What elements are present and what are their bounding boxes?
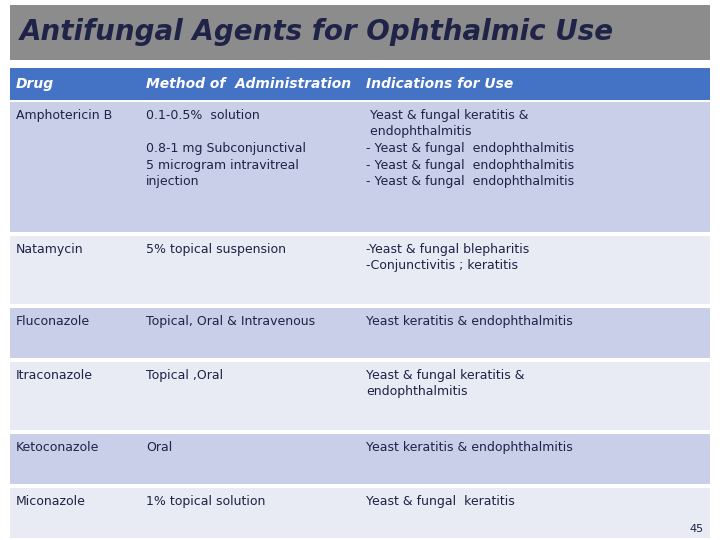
Bar	[360, 488, 710, 538]
Text: Ketoconazole: Ketoconazole	[16, 441, 99, 454]
Text: -Yeast & fungal blepharitis
-Conjunctivitis ; keratitis: -Yeast & fungal blepharitis -Conjunctivi…	[366, 243, 529, 273]
Text: Miconazole: Miconazole	[16, 495, 86, 508]
Text: Natamycin: Natamycin	[16, 243, 84, 256]
Bar	[360, 102, 710, 232]
Bar	[10, 488, 140, 538]
Text: 1% topical solution: 1% topical solution	[146, 495, 266, 508]
Text: Oral: Oral	[146, 441, 172, 454]
Text: 5% topical suspension: 5% topical suspension	[146, 243, 286, 256]
Bar	[10, 362, 140, 430]
Bar	[140, 308, 360, 358]
Text: Itraconazole: Itraconazole	[16, 369, 93, 382]
Text: Yeast & fungal keratitis &
 endophthalmitis
- Yeast & fungal  endophthalmitis
- : Yeast & fungal keratitis & endophthalmit…	[366, 109, 574, 188]
Bar	[10, 68, 140, 100]
Bar	[10, 60, 710, 68]
Bar	[140, 68, 360, 100]
Bar	[140, 102, 360, 232]
Bar	[360, 434, 710, 484]
Bar	[10, 5, 710, 60]
Bar	[360, 362, 710, 430]
Text: Drug: Drug	[16, 77, 54, 91]
Bar	[10, 434, 140, 484]
Text: Antifungal Agents for Ophthalmic Use: Antifungal Agents for Ophthalmic Use	[20, 18, 614, 46]
Text: 0.1-0.5%  solution

0.8-1 mg Subconjunctival
5 microgram intravitreal
injection: 0.1-0.5% solution 0.8-1 mg Subconjunctiv…	[146, 109, 306, 188]
Bar	[360, 308, 710, 358]
Bar	[10, 236, 140, 304]
Text: 45: 45	[690, 524, 704, 534]
Bar	[140, 434, 360, 484]
Text: Indications for Use: Indications for Use	[366, 77, 513, 91]
Bar	[360, 236, 710, 304]
Text: Yeast & fungal  keratitis: Yeast & fungal keratitis	[366, 495, 515, 508]
Bar	[360, 68, 710, 100]
Text: Yeast & fungal keratitis &
endophthalmitis: Yeast & fungal keratitis & endophthalmit…	[366, 369, 524, 399]
Text: Topical, Oral & Intravenous: Topical, Oral & Intravenous	[146, 315, 315, 328]
Text: Method of  Administration: Method of Administration	[146, 77, 351, 91]
Bar	[10, 308, 140, 358]
Text: Topical ,Oral: Topical ,Oral	[146, 369, 223, 382]
Bar	[140, 236, 360, 304]
Bar	[140, 362, 360, 430]
Text: Amphotericin B: Amphotericin B	[16, 109, 112, 122]
Text: Yeast keratitis & endophthalmitis: Yeast keratitis & endophthalmitis	[366, 441, 572, 454]
Text: Yeast keratitis & endophthalmitis: Yeast keratitis & endophthalmitis	[366, 315, 572, 328]
Bar	[140, 488, 360, 538]
Text: Fluconazole: Fluconazole	[16, 315, 90, 328]
Bar	[10, 102, 140, 232]
